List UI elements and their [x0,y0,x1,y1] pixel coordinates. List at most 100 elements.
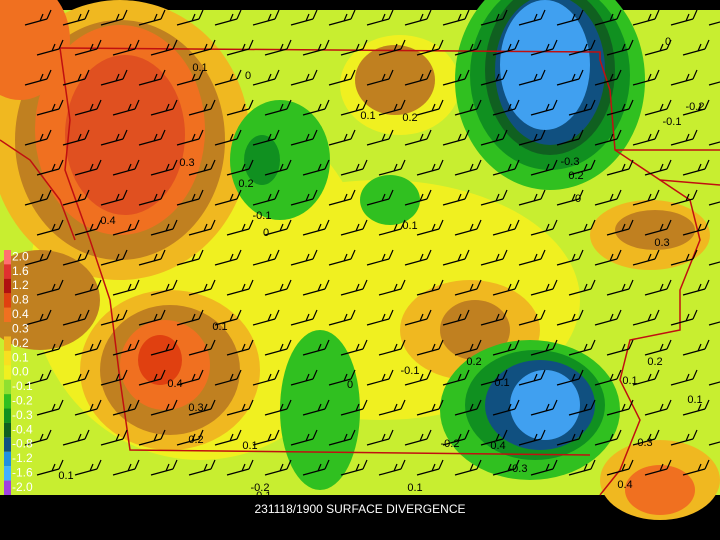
barb [404,129,432,146]
barb [530,339,558,356]
contour-label: 0.1 [622,375,637,387]
barb [442,309,470,326]
barb [36,399,64,416]
barb [176,189,204,206]
barb [708,81,720,86]
barb [188,39,216,56]
barb [568,219,596,236]
barb [404,189,432,206]
legend-label: 0.4 [12,307,29,321]
barb [214,249,242,266]
barb [340,39,368,56]
legend-swatch [4,480,11,495]
barb [226,99,254,116]
barb [24,369,52,386]
barb [530,279,558,296]
barb [708,321,720,326]
barb [24,309,52,326]
barb [112,279,140,296]
barb [492,99,520,116]
legend-label: 0.0 [12,365,29,379]
barb [378,459,406,476]
barb [416,279,444,296]
legend-swatch [4,322,11,337]
barb [150,399,178,416]
barb [670,9,698,26]
barb [366,189,394,206]
barb [176,9,204,26]
barb [442,429,470,446]
barb [226,399,254,416]
barb [556,129,584,146]
barb [404,429,432,446]
barb [682,459,710,476]
barb [340,279,368,296]
barb [74,219,102,236]
barb [264,159,292,176]
barb [226,459,254,476]
barb [644,279,672,296]
barb [454,279,482,296]
barb [340,159,368,176]
barb [62,309,90,326]
barb [328,9,356,26]
barb [150,459,178,476]
barb [188,399,216,416]
barb [226,279,254,296]
barb [112,399,140,416]
contour-label: 0.4 [100,215,115,227]
barb [302,39,330,56]
barb [176,69,204,86]
barb [188,459,216,476]
barb [366,369,394,386]
barb [302,339,330,356]
barb [62,369,90,386]
legend-swatch [4,451,11,467]
barb [24,9,52,26]
barb [632,369,660,386]
contour-label: 0.3 [179,157,194,169]
barb [632,69,660,86]
barb [632,249,660,266]
barb [530,39,558,56]
barb [480,309,508,326]
barb [214,9,242,26]
contour-label: 0.1 [360,110,375,122]
legend-label: 2.0 [12,249,29,263]
contour-label: 0.2 [568,170,583,182]
barb [556,9,584,26]
barb [214,129,242,146]
barb [138,69,166,86]
barb [416,459,444,476]
barb [518,69,546,86]
barb [264,99,292,116]
barb [188,99,216,116]
barb [644,399,672,416]
legend-swatch [4,466,11,481]
title: 231118/1900 SURFACE DIVERGENCE [255,502,466,516]
contour-label: 0.1 [687,394,702,406]
legend-label: 0.8 [12,293,29,307]
legend-label: -1.6 [12,466,33,480]
barb [556,369,584,386]
barb [416,159,444,176]
barb [556,69,584,86]
contour-label: 0 [263,227,269,239]
barb [214,429,242,446]
barb [708,441,720,446]
barb [530,99,558,116]
barb [606,99,634,116]
barb [112,159,140,176]
barb [366,9,394,26]
contour-label: -0.3 [561,156,580,168]
barb [480,249,508,266]
legend-label: 1.2 [12,278,29,292]
barb [176,429,204,446]
barb [644,339,672,356]
legend-swatch [4,293,11,308]
barb [568,459,596,476]
barb [568,39,596,56]
legend-swatch [4,278,11,294]
legend-label: -0.4 [12,422,33,436]
barb [556,189,584,206]
